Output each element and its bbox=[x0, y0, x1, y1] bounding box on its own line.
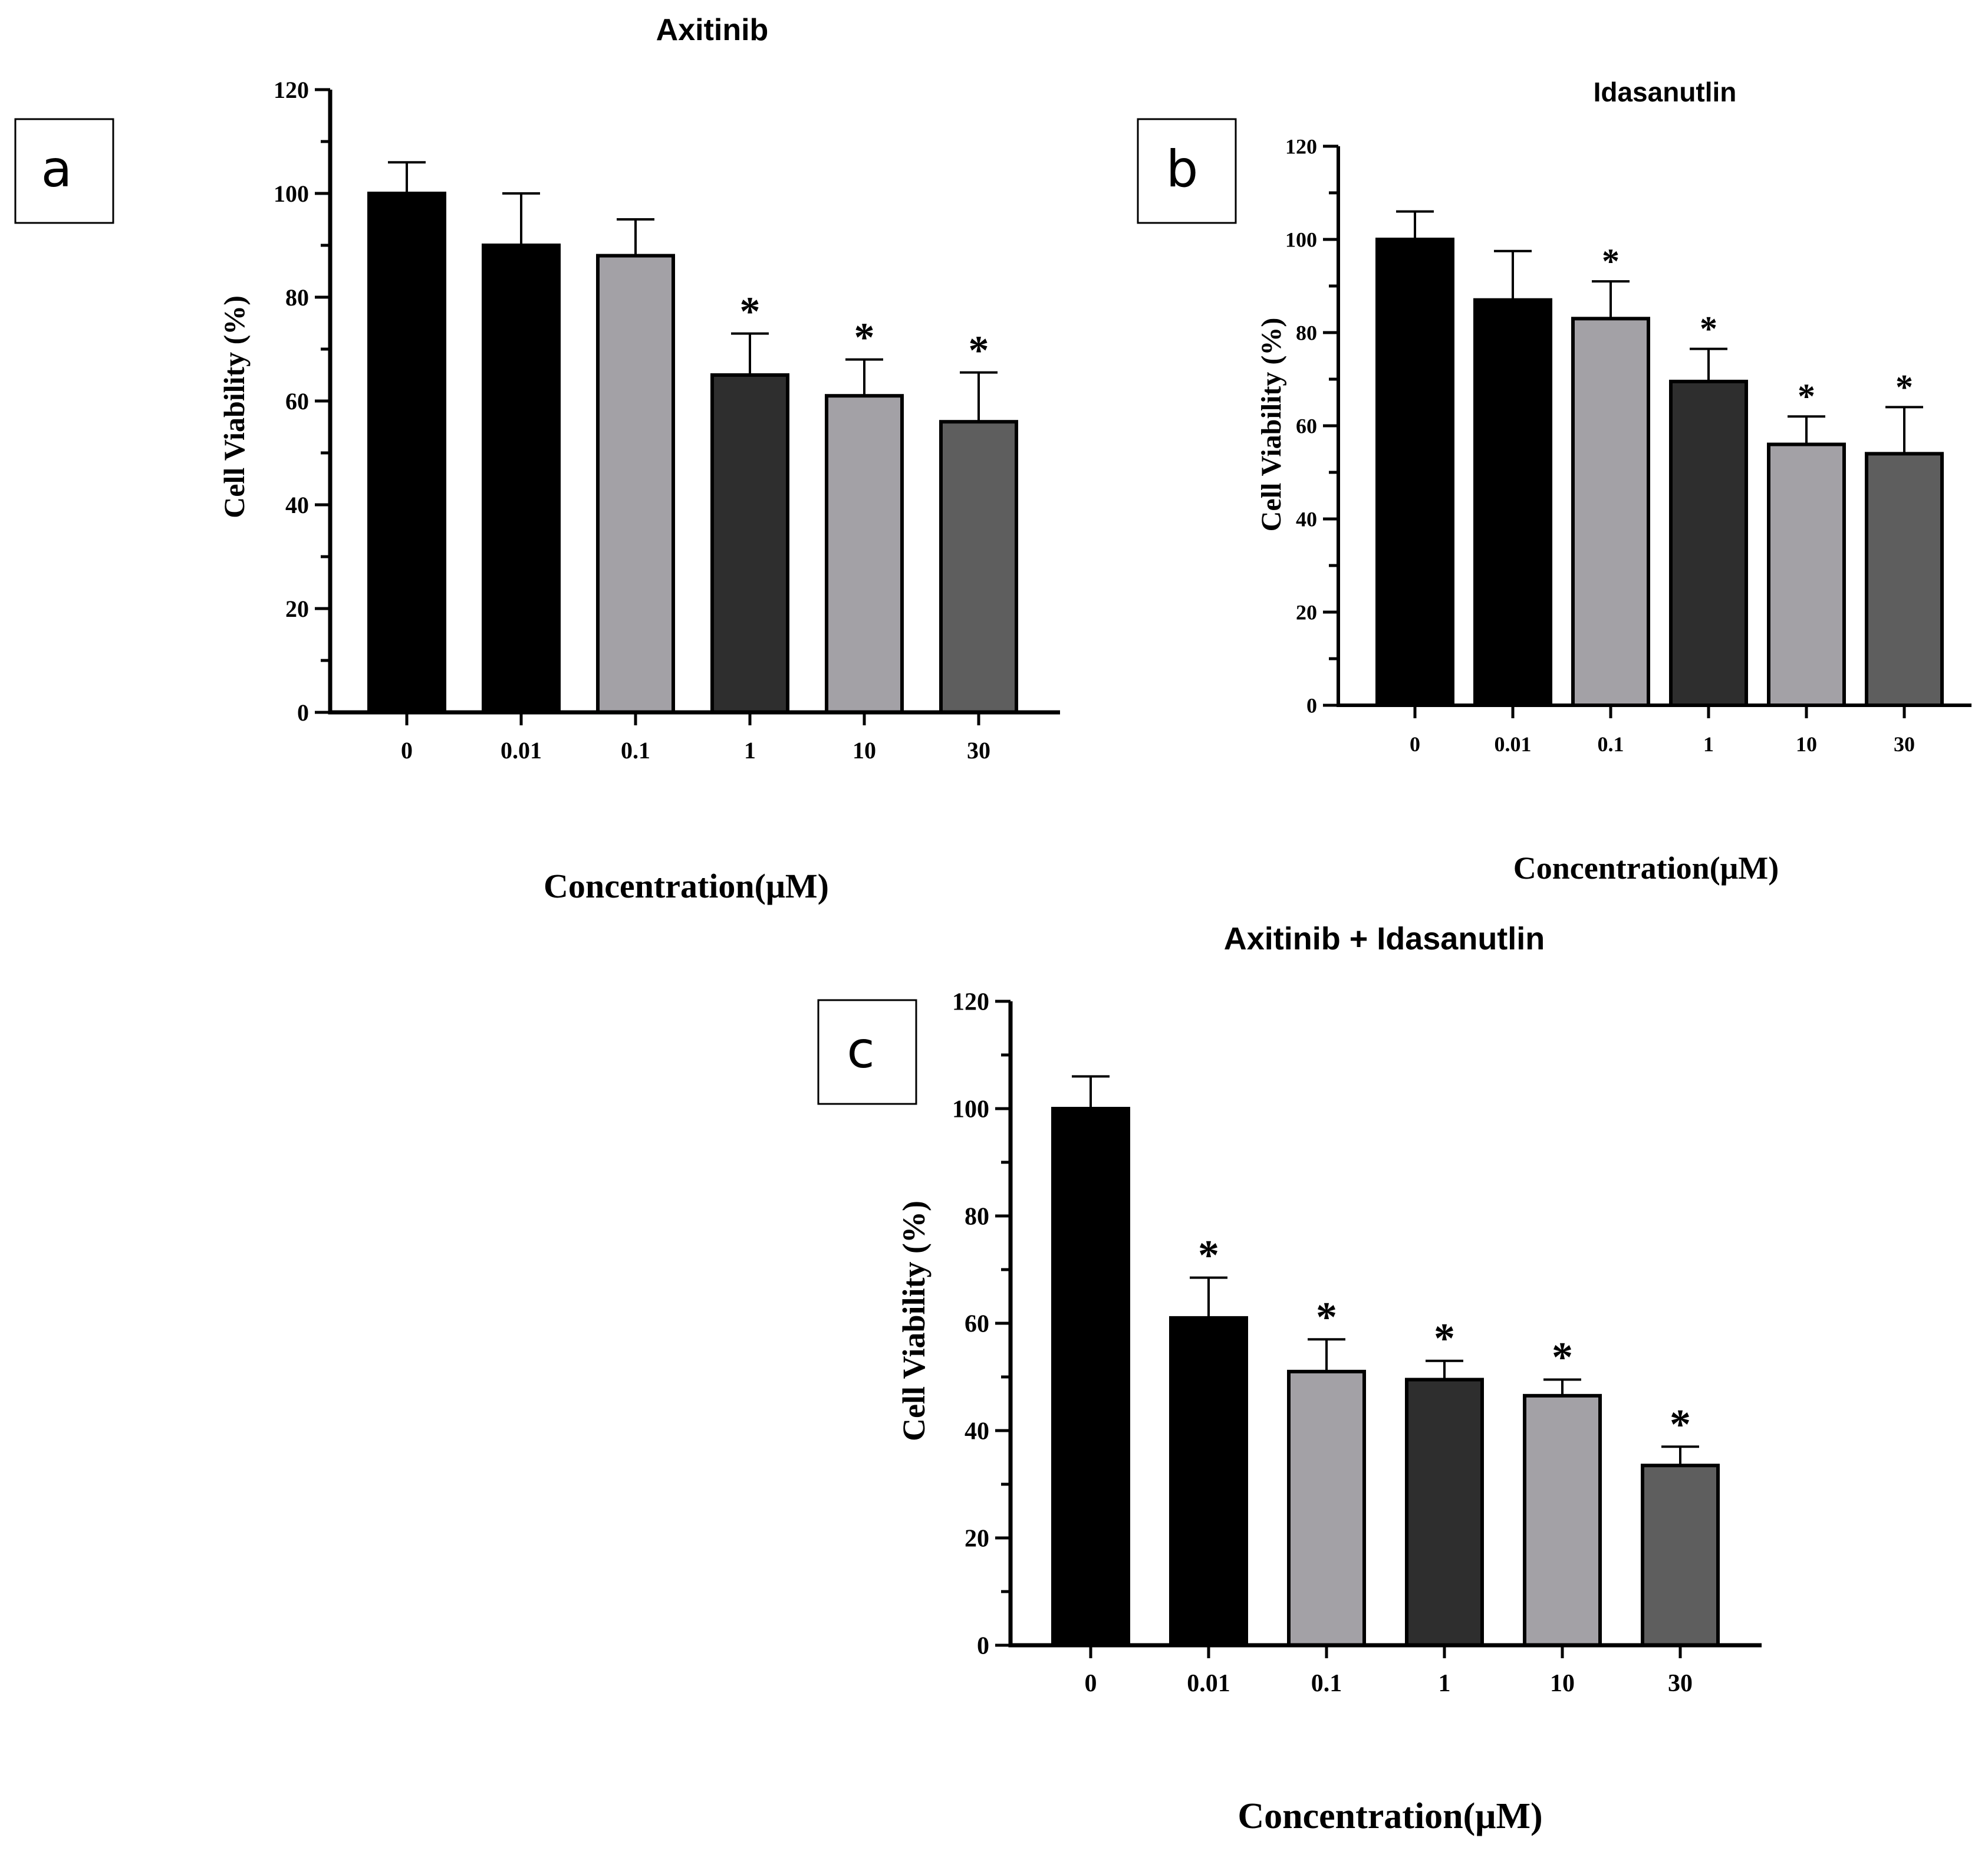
y-tick-label: 60 bbox=[965, 1311, 989, 1338]
x-tick-label: 0.1 bbox=[1311, 1670, 1342, 1697]
x-tick-label: 0.01 bbox=[1495, 732, 1532, 756]
x-tick-label: 0 bbox=[1085, 1670, 1097, 1697]
x-tick-label: 30 bbox=[1668, 1670, 1693, 1697]
panel-b: b Idasanutlin Cell Viability (%) Concent… bbox=[1137, 77, 1971, 886]
bar bbox=[710, 373, 789, 714]
y-axis-label: Cell Viability (%) bbox=[896, 1201, 932, 1441]
bar bbox=[1571, 317, 1650, 707]
significance-marker: * bbox=[1552, 1334, 1573, 1381]
x-tick-label: 30 bbox=[1894, 732, 1915, 756]
x-axis-label: Concentration(μM) bbox=[544, 867, 829, 905]
x-tick-label: 0 bbox=[401, 737, 413, 764]
y-tick-label: 40 bbox=[1296, 508, 1317, 531]
panel-c: c Axitinib + Idasanutlin Cell Viability … bbox=[817, 921, 1762, 1836]
significance-marker: * bbox=[1895, 367, 1913, 406]
significance-marker: * bbox=[1434, 1315, 1455, 1362]
bar bbox=[825, 394, 904, 714]
bar bbox=[1405, 1378, 1484, 1648]
x-axis-label: Concentration(μM) bbox=[1237, 1796, 1542, 1836]
y-tick-label: 0 bbox=[1306, 694, 1317, 718]
x-tick-label: 10 bbox=[1796, 732, 1817, 756]
y-tick-label: 40 bbox=[965, 1418, 989, 1445]
y-tick-label: 80 bbox=[1296, 321, 1317, 345]
significance-marker: * bbox=[1670, 1401, 1691, 1448]
panel-label: a bbox=[41, 140, 73, 199]
y-tick-label: 20 bbox=[1296, 601, 1317, 624]
y-tick-label: 0 bbox=[977, 1633, 989, 1660]
panel-label: b bbox=[1166, 140, 1199, 199]
y-tick-label: 20 bbox=[285, 596, 309, 622]
x-tick-label: 1 bbox=[1703, 732, 1714, 756]
panel-label: c bbox=[847, 1021, 874, 1080]
significance-marker: * bbox=[1700, 310, 1717, 349]
y-tick-label: 100 bbox=[1285, 228, 1317, 252]
bar bbox=[939, 420, 1018, 714]
significance-marker: * bbox=[740, 290, 761, 335]
bar bbox=[1473, 298, 1552, 707]
y-tick-label: 100 bbox=[952, 1096, 989, 1123]
y-tick-label: 100 bbox=[274, 180, 309, 207]
x-tick-label: 10 bbox=[1550, 1670, 1575, 1697]
y-tick-label: 0 bbox=[297, 699, 309, 726]
x-tick-label: 1 bbox=[744, 737, 756, 764]
y-tick-label: 40 bbox=[285, 492, 309, 518]
panel-a: a Axitinib Cell Viability (%) Concentrat… bbox=[14, 13, 1060, 905]
significance-marker: * bbox=[1798, 377, 1815, 416]
panel-label-box bbox=[14, 118, 114, 224]
x-tick-label: 0.1 bbox=[1598, 732, 1624, 756]
bar bbox=[1767, 442, 1846, 707]
bar bbox=[1051, 1107, 1130, 1647]
bar bbox=[1287, 1369, 1366, 1647]
bar bbox=[482, 244, 561, 714]
x-tick-label: 1 bbox=[1439, 1670, 1451, 1697]
significance-marker: * bbox=[1602, 242, 1620, 281]
bar bbox=[1865, 452, 1944, 708]
chart-title: Idasanutlin bbox=[1594, 77, 1737, 107]
bar bbox=[1169, 1316, 1248, 1647]
bar bbox=[1641, 1464, 1720, 1647]
x-tick-label: 30 bbox=[967, 737, 990, 764]
significance-marker: * bbox=[1198, 1232, 1219, 1279]
y-tick-label: 80 bbox=[965, 1204, 989, 1231]
y-tick-label: 60 bbox=[285, 388, 309, 415]
x-tick-label: 0.01 bbox=[1187, 1670, 1230, 1697]
panel-label-box bbox=[1137, 118, 1237, 224]
plot-area: 0 * 0.01 * 0.1 * 1 * 10 * 30 0 20 40 60 80 100 120 bbox=[952, 989, 1762, 1697]
y-tick-label: 120 bbox=[952, 989, 989, 1016]
y-tick-label: 60 bbox=[1296, 415, 1317, 438]
chart-title: Axitinib + Idasanutlin bbox=[1224, 921, 1545, 956]
x-axis-label: Concentration(μM) bbox=[1513, 850, 1779, 886]
plot-area: 0 0.01 0.1 * 1 * 10 * 30 0 20 40 60 80 100 120 bbox=[274, 77, 1060, 764]
bar bbox=[1669, 379, 1748, 707]
y-tick-label: 120 bbox=[274, 77, 309, 103]
significance-marker: * bbox=[1316, 1293, 1337, 1340]
bar bbox=[1375, 238, 1454, 707]
x-tick-label: 0 bbox=[1410, 732, 1420, 756]
y-tick-label: 20 bbox=[965, 1526, 989, 1553]
y-axis-label: Cell Viability (%) bbox=[1256, 318, 1287, 532]
x-tick-label: 0.1 bbox=[621, 737, 650, 764]
bar bbox=[1523, 1393, 1602, 1648]
x-tick-label: 10 bbox=[853, 737, 876, 764]
bar bbox=[367, 192, 446, 714]
significance-marker: * bbox=[969, 328, 989, 374]
y-axis-label: Cell Viability (%) bbox=[218, 295, 251, 518]
plot-area: 0 0.01 * 0.1 * 1 * 10 * 30 0 20 40 60 80 100 120 bbox=[1285, 135, 1971, 756]
significance-marker: * bbox=[854, 315, 875, 361]
bar bbox=[596, 254, 675, 715]
panel-label-box bbox=[817, 999, 917, 1105]
y-tick-label: 120 bbox=[1285, 135, 1317, 159]
x-tick-label: 0.01 bbox=[501, 737, 542, 764]
chart-title: Axitinib bbox=[656, 13, 769, 47]
y-tick-label: 80 bbox=[285, 284, 309, 311]
